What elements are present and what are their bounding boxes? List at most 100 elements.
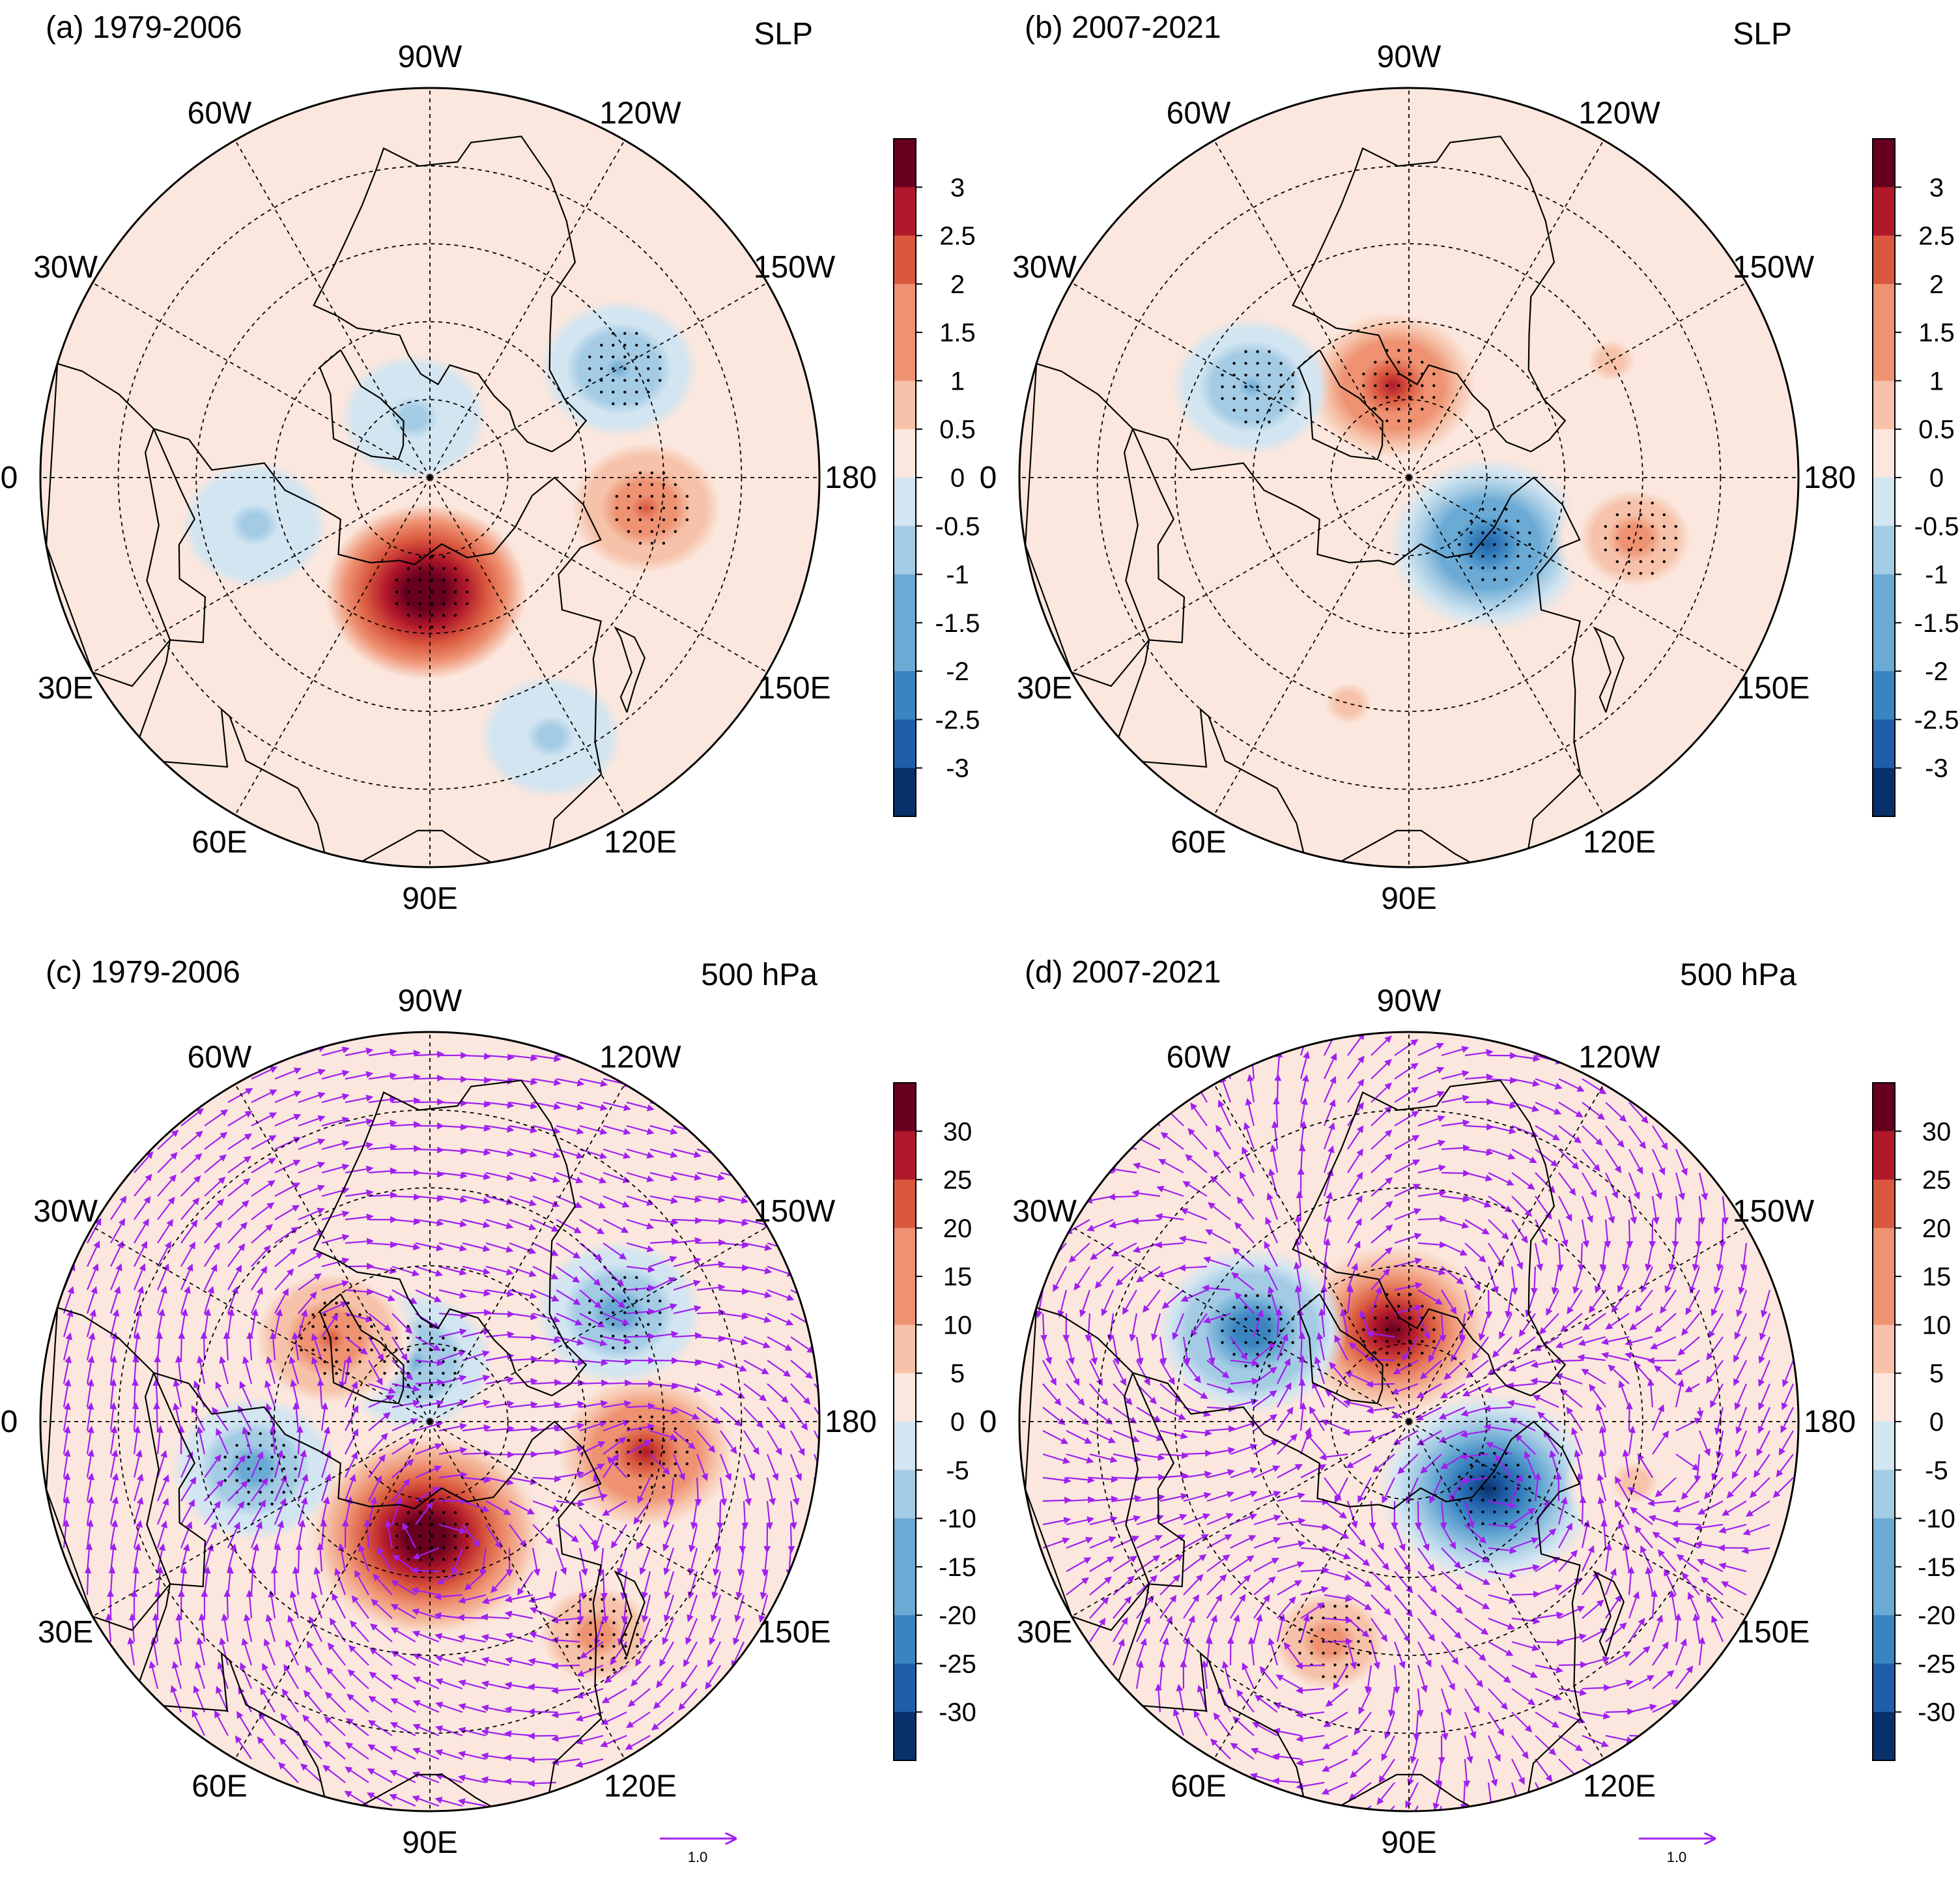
wind-vector <box>649 1255 677 1268</box>
stipple-dot <box>600 343 603 347</box>
wind-vector <box>464 1571 487 1591</box>
stipple-dot <box>577 1656 580 1660</box>
wind-vector <box>260 1687 276 1713</box>
wind-vector <box>415 1265 444 1277</box>
colorbar-tick-label: 15 <box>1922 1263 1952 1291</box>
stipple-dot <box>1627 513 1631 517</box>
panel-title: (d) 2007-2021 <box>1025 955 1221 990</box>
latitude-circle <box>1096 165 1722 790</box>
wind-vector <box>649 1303 678 1315</box>
wind-vector <box>274 1067 302 1080</box>
stipple-dot <box>395 1348 398 1352</box>
stipple-dot <box>1662 560 1666 564</box>
colorbar-tick-label: 10 <box>1922 1311 1952 1340</box>
wind-vector <box>369 1671 393 1689</box>
stipple-dot <box>612 390 615 394</box>
colorbar-tick-label: -0.5 <box>935 512 980 541</box>
stipple-dot <box>442 1558 446 1561</box>
wind-vector <box>391 1478 410 1502</box>
stipple-dot <box>1268 1317 1271 1321</box>
wind-vector <box>110 1218 125 1244</box>
wind-vector <box>509 1289 537 1299</box>
wind-vector <box>505 1632 533 1643</box>
latitude-circle <box>351 399 509 556</box>
wind-vector <box>297 1449 307 1478</box>
wind-vector <box>550 1616 580 1624</box>
stipple-dot <box>247 1467 250 1470</box>
stipple-dot <box>1505 578 1508 581</box>
wind-vector <box>240 1662 253 1689</box>
longitude-label: 60W <box>1167 1040 1231 1075</box>
stipple-dot <box>1615 560 1619 564</box>
wind-vector <box>321 1070 350 1080</box>
stipple-dot <box>430 1336 433 1340</box>
stipple-dot <box>612 367 615 370</box>
wind-vector <box>415 1336 441 1351</box>
stipple-dot <box>1662 524 1666 528</box>
stipple-dot <box>270 1444 274 1447</box>
wind-vector <box>509 1355 539 1363</box>
stipple-dot <box>1244 420 1247 423</box>
stipple-dot <box>418 614 422 617</box>
wind-vector <box>251 1066 278 1080</box>
stipple-dot <box>1505 543 1508 546</box>
wind-vector <box>457 1798 487 1807</box>
colorbar-segment <box>1873 1518 1895 1568</box>
wind-vector <box>579 1524 598 1547</box>
wind-vector <box>509 1524 527 1548</box>
stipple-dot <box>1470 1487 1473 1490</box>
wind-vector <box>462 1289 491 1297</box>
stipple-dot <box>638 1450 642 1454</box>
colorbar-tick-label: -5 <box>946 1456 969 1485</box>
stipple-dot <box>635 355 638 358</box>
wind-vector <box>485 1148 515 1157</box>
wind-vector <box>306 1641 322 1666</box>
wind-vector <box>227 1200 249 1220</box>
wind-vector <box>391 1289 418 1304</box>
stipple-dot <box>1432 1340 1436 1343</box>
stipple-dot <box>1528 543 1531 546</box>
stipple-dot <box>1470 554 1473 558</box>
colorbar-segment <box>894 1518 916 1568</box>
stipple-dot <box>1674 548 1678 552</box>
stipple-dot <box>259 1502 262 1506</box>
stipple-dot <box>235 1479 238 1482</box>
stipple-dot <box>1256 397 1259 400</box>
stipple-dot <box>453 1348 457 1352</box>
colorbar-segment <box>894 187 916 236</box>
wind-vector <box>575 1687 604 1699</box>
wind-vector <box>415 1074 445 1082</box>
stipple-dot <box>674 518 677 522</box>
wind-vector <box>550 1662 580 1670</box>
wind-vector <box>532 1171 561 1183</box>
stipple-dot <box>406 614 410 617</box>
wind-vector <box>84 1566 92 1596</box>
wind-vector <box>239 1381 253 1408</box>
stipple-dot <box>223 1455 227 1459</box>
colorbar-tick-label: -30 <box>1918 1698 1955 1727</box>
wind-vector <box>462 1328 490 1338</box>
wind-vector <box>637 1477 651 1504</box>
wind-vector <box>180 1451 193 1478</box>
wind-vector <box>214 1710 229 1736</box>
wind-vector <box>370 1623 393 1642</box>
wind-vector <box>257 1736 276 1760</box>
stipple-dot <box>395 1523 399 1526</box>
wind-vector <box>528 1594 557 1603</box>
wind-vector <box>579 1336 608 1347</box>
stipple-dot <box>1310 1640 1313 1643</box>
wind-vector <box>438 1311 468 1319</box>
wind-vector <box>204 1154 227 1173</box>
stipple-dot <box>1627 501 1631 505</box>
stipple-dot <box>1374 1328 1377 1332</box>
wind-vector <box>603 1379 632 1387</box>
map-border <box>39 87 821 868</box>
wind-vector <box>391 1193 421 1201</box>
stipple-dot <box>406 602 410 605</box>
stipple-dot <box>674 1427 677 1431</box>
wind-vector <box>251 1089 277 1103</box>
wind-vector <box>134 1240 147 1267</box>
wind-vector <box>509 1218 537 1231</box>
stipple-dot <box>453 602 457 605</box>
wind-vector <box>579 1420 608 1432</box>
